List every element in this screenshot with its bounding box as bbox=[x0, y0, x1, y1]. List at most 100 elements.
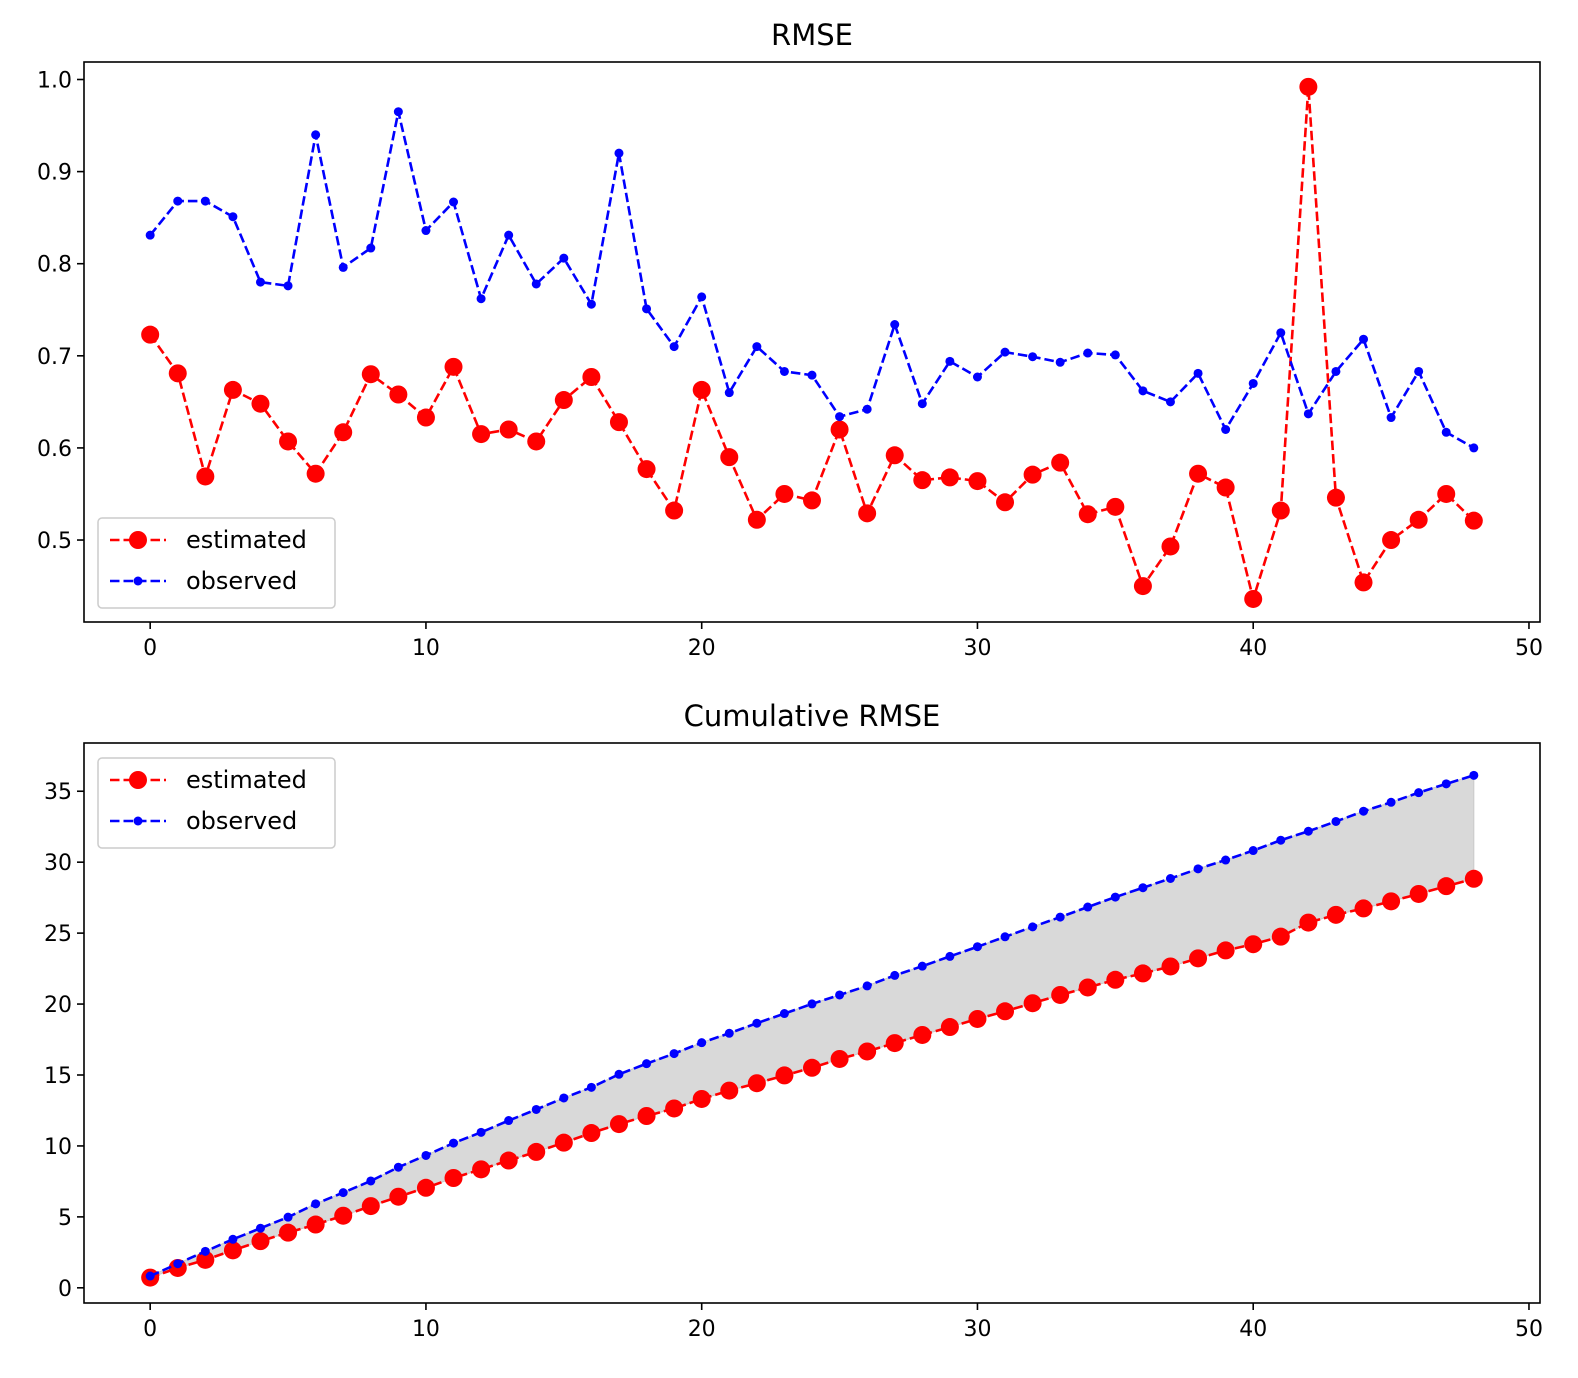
data-point-estimated bbox=[416, 1178, 435, 1197]
x-tick-label: 0 bbox=[143, 1317, 157, 1342]
data-point-estimated bbox=[582, 368, 601, 386]
data-point-observed bbox=[283, 1212, 293, 1222]
data-point-estimated bbox=[361, 365, 380, 384]
y-tick-label: 5 bbox=[58, 1206, 72, 1231]
data-point-estimated bbox=[720, 1081, 739, 1100]
data-point-observed bbox=[1303, 826, 1313, 836]
data-point-estimated bbox=[720, 448, 739, 467]
data-point-observed bbox=[972, 942, 982, 952]
cumulative-rmse-plot: 0 10 20 30 40 50 0 5 10 15 20 25 30 35 estimated observ… bbox=[44, 742, 1543, 1342]
data-point-estimated bbox=[1382, 531, 1401, 550]
data-point-estimated bbox=[858, 504, 877, 523]
data-point-observed bbox=[145, 1271, 155, 1281]
data-point-estimated bbox=[1299, 913, 1318, 932]
data-point-estimated bbox=[499, 1151, 518, 1170]
x-tick-label: 10 bbox=[412, 1317, 440, 1342]
data-point-observed bbox=[862, 981, 872, 991]
data-point-observed bbox=[393, 107, 403, 117]
data-point-observed bbox=[697, 292, 707, 302]
legend-label-estimated: estimated bbox=[186, 526, 307, 554]
data-point-estimated bbox=[1216, 941, 1235, 960]
series-line-observed bbox=[149, 111, 1475, 450]
data-point-estimated bbox=[389, 1187, 408, 1206]
data-point-observed bbox=[1248, 378, 1258, 388]
data-point-observed bbox=[504, 1116, 514, 1126]
data-point-observed bbox=[917, 961, 927, 971]
x-tick-label: 40 bbox=[1239, 1317, 1267, 1342]
x-tick-label: 20 bbox=[688, 1317, 716, 1342]
data-point-observed bbox=[779, 1009, 789, 1019]
data-point-estimated bbox=[1326, 488, 1345, 507]
data-point-estimated bbox=[692, 380, 711, 399]
cumulative-rmse-title: Cumulative RMSE bbox=[684, 699, 941, 733]
x-tick-label: 0 bbox=[143, 636, 157, 661]
data-point-observed bbox=[338, 262, 348, 272]
data-point-observed bbox=[393, 1162, 403, 1172]
data-point-observed bbox=[366, 243, 376, 253]
data-point-estimated bbox=[996, 1002, 1015, 1021]
data-point-observed bbox=[173, 1259, 183, 1269]
data-point-observed bbox=[1276, 328, 1286, 338]
data-point-estimated bbox=[913, 471, 932, 490]
data-point-observed bbox=[255, 277, 265, 287]
data-point-estimated bbox=[1244, 589, 1263, 608]
data-point-estimated bbox=[334, 423, 353, 442]
data-point-observed bbox=[1303, 409, 1313, 419]
data-point-observed bbox=[366, 1176, 376, 1186]
data-point-estimated bbox=[747, 1074, 766, 1093]
data-point-estimated bbox=[665, 501, 684, 520]
data-point-observed bbox=[255, 1223, 265, 1233]
y-tick-label: 10 bbox=[44, 1135, 72, 1160]
data-point-estimated bbox=[996, 493, 1015, 512]
data-point-observed bbox=[421, 1150, 431, 1160]
data-point-observed bbox=[449, 197, 459, 207]
data-point-observed bbox=[476, 1127, 486, 1137]
data-point-estimated bbox=[1106, 970, 1125, 989]
y-tick-label: 0.7 bbox=[37, 345, 72, 370]
y-tick-label: 0.9 bbox=[37, 161, 72, 186]
data-point-observed bbox=[559, 253, 569, 263]
data-point-estimated bbox=[444, 1169, 463, 1187]
data-point-estimated bbox=[527, 432, 546, 451]
data-point-estimated bbox=[1133, 577, 1152, 596]
data-point-observed bbox=[504, 230, 514, 240]
data-point-estimated bbox=[141, 325, 160, 344]
legend: estimated observed bbox=[97, 517, 336, 609]
data-point-observed bbox=[531, 279, 541, 289]
data-point-observed bbox=[890, 320, 900, 329]
data-point-observed bbox=[1000, 932, 1010, 942]
y-tick-label: 15 bbox=[44, 1064, 72, 1089]
data-point-observed bbox=[1110, 350, 1120, 360]
rmse-panel: RMSE 0 10 20 30 40 50 0.5 0.6 0.7 0.8 0.9 1.0 estima… bbox=[37, 18, 1543, 661]
data-point-estimated bbox=[803, 1058, 821, 1077]
data-point-estimated bbox=[1299, 77, 1318, 96]
data-point-observed bbox=[779, 366, 789, 376]
data-point-observed bbox=[1331, 816, 1341, 826]
data-point-observed bbox=[890, 970, 900, 980]
data-point-estimated bbox=[913, 1025, 932, 1044]
data-point-estimated bbox=[554, 1133, 573, 1152]
y-tick-label: 1.0 bbox=[37, 69, 72, 94]
data-point-estimated bbox=[279, 432, 298, 451]
data-point-estimated bbox=[968, 1009, 987, 1028]
data-point-observed bbox=[1028, 352, 1038, 362]
data-point-estimated bbox=[692, 1089, 711, 1108]
data-point-observed bbox=[586, 299, 596, 309]
data-point-observed bbox=[642, 1059, 652, 1069]
data-point-observed bbox=[476, 294, 486, 304]
data-point-estimated bbox=[830, 1049, 849, 1068]
x-tick-label: 50 bbox=[1515, 636, 1543, 661]
data-point-observed bbox=[1331, 366, 1341, 376]
data-point-observed bbox=[1441, 779, 1451, 789]
data-point-observed bbox=[1359, 806, 1369, 816]
data-point-estimated bbox=[223, 1241, 242, 1260]
data-point-estimated bbox=[1271, 501, 1290, 520]
data-point-observed bbox=[1000, 347, 1010, 357]
data-point-estimated bbox=[444, 357, 463, 376]
data-point-observed bbox=[614, 1069, 624, 1079]
data-point-observed bbox=[862, 404, 872, 414]
data-point-estimated bbox=[830, 420, 849, 439]
data-point-observed bbox=[752, 342, 762, 352]
legend-marker-estimated bbox=[129, 531, 147, 549]
data-point-estimated bbox=[1106, 497, 1125, 516]
